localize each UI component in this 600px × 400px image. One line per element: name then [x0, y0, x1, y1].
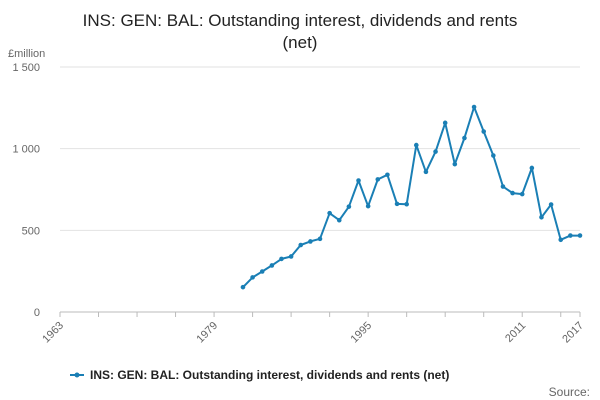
legend-entry-label: INS: GEN: BAL: Outstanding interest, div…	[90, 368, 449, 382]
data-point	[548, 202, 554, 207]
x-tick-label: 1963	[40, 320, 66, 346]
data-point	[462, 135, 467, 141]
data-point	[568, 233, 573, 238]
data-point	[452, 161, 458, 167]
data-point	[250, 275, 255, 280]
data-point	[288, 254, 294, 259]
data-point	[500, 184, 506, 189]
data-point	[279, 256, 284, 262]
data-point	[269, 263, 275, 268]
legend: INS: GEN: BAL: Outstanding interest, div…	[70, 368, 449, 382]
series-group	[240, 104, 583, 290]
data-point	[442, 120, 448, 126]
data-point	[481, 129, 487, 134]
y-tick-label: 500	[22, 225, 40, 237]
y-axis-unit-label: £million	[8, 48, 45, 60]
x-tick-label: 2017	[560, 320, 586, 346]
gridlines	[60, 66, 580, 231]
data-point	[317, 236, 323, 242]
legend-point-marker	[74, 372, 80, 378]
data-point	[413, 142, 419, 148]
y-tick-label: 0	[34, 307, 40, 319]
x-tick-label: 2011	[503, 320, 528, 345]
data-point	[308, 239, 313, 244]
data-point	[327, 210, 332, 216]
data-point	[558, 237, 564, 243]
data-point	[423, 169, 429, 175]
chart-title-line-1: INS: GEN: BAL: Outstanding interest, div…	[83, 11, 518, 30]
data-point	[356, 178, 361, 183]
data-point	[471, 104, 477, 110]
data-point	[394, 201, 400, 207]
data-point	[298, 242, 304, 248]
data-point	[240, 284, 246, 290]
data-point	[365, 203, 371, 209]
data-point	[577, 233, 583, 238]
data-point	[519, 191, 525, 197]
x-tick-label: 1995	[348, 320, 374, 346]
series-line	[242, 106, 580, 288]
data-point	[491, 153, 496, 158]
data-point	[259, 269, 265, 274]
data-point	[385, 172, 390, 178]
data-point	[539, 214, 544, 220]
data-point	[336, 217, 342, 223]
data-point	[375, 177, 381, 182]
data-point	[529, 165, 535, 171]
data-point	[510, 190, 515, 196]
x-tick-label: 1979	[194, 320, 220, 346]
y-tick-label: 1 000	[12, 144, 40, 156]
data-point	[346, 204, 352, 209]
data-point	[404, 201, 409, 207]
y-tick-label: 1 500	[12, 62, 40, 74]
source-label: Source:	[549, 385, 590, 399]
data-point	[433, 149, 438, 154]
x-axis: 1963 1979 1995 2011 2017	[40, 311, 586, 346]
y-axis-tick-labels: 0 500 1 000 1 500	[12, 62, 40, 319]
chart-title-line-2: (net)	[283, 33, 318, 52]
